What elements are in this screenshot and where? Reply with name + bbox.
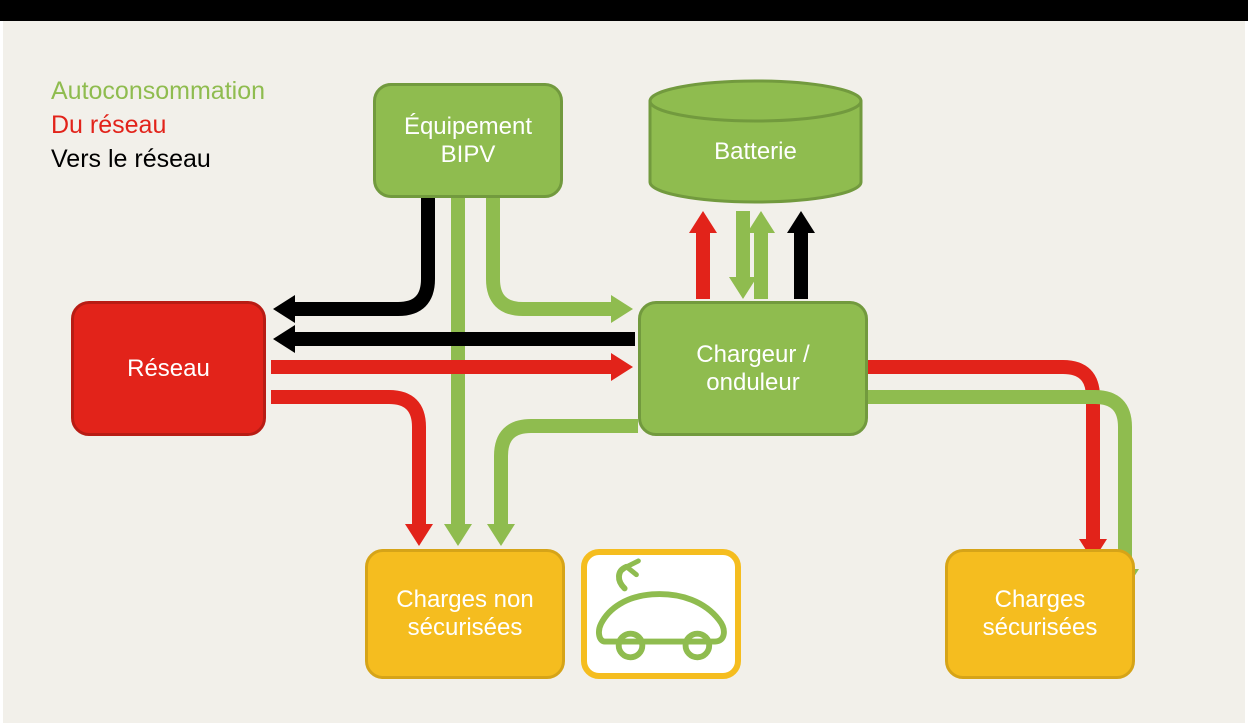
ev-car-icon — [587, 555, 735, 673]
node-label: Équipement BIPV — [376, 113, 560, 169]
node-charges-securisees: Charges sécurisées — [945, 549, 1135, 679]
node-label: Charges sécurisées — [962, 586, 1118, 642]
node-label: Batterie — [648, 138, 863, 166]
node-batterie: Batterie — [648, 79, 863, 204]
node-label: Chargeur / onduleur — [663, 341, 842, 397]
legend: Autoconsommation Du réseau Vers le résea… — [51, 75, 265, 176]
diagram-canvas: Autoconsommation Du réseau Vers le résea… — [3, 21, 1245, 723]
legend-item-vers-le-reseau: Vers le réseau — [51, 143, 265, 177]
node-chargeur-onduleur: Chargeur / onduleur — [638, 301, 868, 436]
node-label: Charges non sécurisées — [383, 586, 548, 642]
legend-item-du-reseau: Du réseau — [51, 109, 265, 143]
diagram-frame: Autoconsommation Du réseau Vers le résea… — [0, 0, 1248, 726]
node-equipement-bipv: Équipement BIPV — [373, 83, 563, 198]
legend-item-autoconsommation: Autoconsommation — [51, 75, 265, 109]
top-bar — [0, 0, 1248, 21]
node-charges-non-securisees: Charges non sécurisées — [365, 549, 565, 679]
node-reseau: Réseau — [71, 301, 266, 436]
node-ev-icon-box — [581, 549, 741, 679]
node-label: Réseau — [127, 355, 210, 383]
